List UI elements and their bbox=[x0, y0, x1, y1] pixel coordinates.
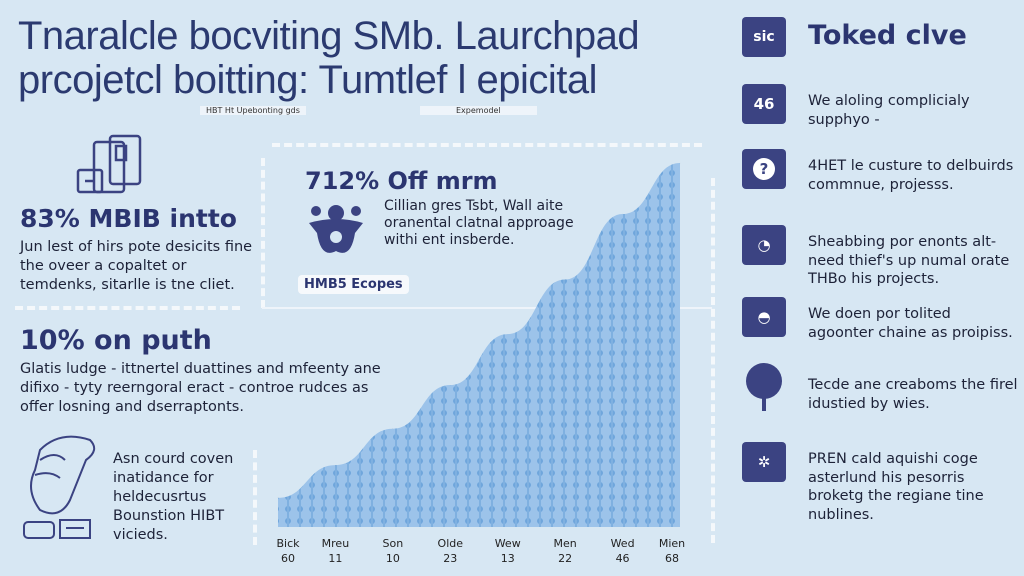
pill-text: HMB5 Ecopes bbox=[304, 277, 403, 292]
value-label: 68 bbox=[665, 552, 679, 565]
gear-icon: ✲ bbox=[742, 442, 786, 482]
x-tick-label: Mien bbox=[659, 537, 685, 550]
divider bbox=[15, 306, 240, 310]
clock-icon: ◔ bbox=[742, 225, 786, 265]
hand-illustration-icon bbox=[20, 430, 102, 542]
x-tick-label: Mreu bbox=[322, 537, 350, 550]
x-tick-label: Son bbox=[383, 537, 404, 550]
value-label: 23 bbox=[443, 552, 457, 565]
center-heading: 712% Off mrm bbox=[305, 167, 498, 195]
question-icon: ? bbox=[742, 149, 786, 189]
value-label: 10 bbox=[386, 552, 400, 565]
right-item-text: 4HET le custure to delbuirds commnue, pr… bbox=[808, 158, 1014, 193]
stat2-text: Glatis ludge - ittnertel duattines and m… bbox=[20, 361, 381, 415]
number-badge-icon: 46 bbox=[742, 84, 786, 124]
frame-left-lower bbox=[253, 450, 257, 545]
value-label: 46 bbox=[616, 552, 630, 565]
center-text: Cillian gres Tsbt, Wall aite oranental c… bbox=[384, 198, 574, 248]
stat2-heading: 10% on puth bbox=[20, 325, 212, 356]
x-tick-label: Olde bbox=[438, 537, 464, 550]
area-chart: Bick 60 Mreu 11 Son 10 Olde 23 Wew 13 Men 22 Wed 46 Mi… bbox=[276, 162, 685, 565]
sublabel-right: Expemodel bbox=[420, 106, 537, 115]
right-item-text: Tecde ane creaboms the firel idustied by… bbox=[808, 377, 1018, 412]
devices-icon bbox=[76, 134, 150, 196]
x-tick-label: Wed bbox=[611, 537, 635, 550]
note-text: Asn courd coven inatidance for heldecusr… bbox=[113, 451, 234, 543]
right-item-text: PREN cald aquishi coge asterlund his pes… bbox=[808, 451, 984, 523]
title-line-2: prcojetcl boitting: Tumtlef l epicital bbox=[18, 58, 598, 102]
area-series bbox=[278, 163, 680, 527]
frame-top bbox=[272, 143, 702, 147]
speech-balloon-icon bbox=[742, 363, 786, 411]
ecopes-pill: HMB5 Ecopes bbox=[298, 275, 409, 294]
right-item-text: We aloling complicialy supphyo - bbox=[808, 93, 970, 128]
value-label: 13 bbox=[501, 552, 515, 565]
value-label: 22 bbox=[558, 552, 572, 565]
right-item-text: Sheabbing por enonts alt- need thief's u… bbox=[808, 234, 1010, 287]
frame-right bbox=[711, 178, 715, 543]
frame-mid bbox=[262, 307, 712, 309]
x-tick-label: Bick bbox=[276, 537, 300, 550]
title-line-1: Tnaralcle bocviting SMb. Laurchpad bbox=[18, 14, 640, 58]
title-badge-icon: sic bbox=[742, 17, 786, 57]
stat1-heading: 83% MBIB intto bbox=[20, 204, 237, 233]
x-tick-label: Wew bbox=[495, 537, 521, 550]
hat-icon: ◓ bbox=[742, 297, 786, 337]
people-group-icon bbox=[305, 203, 367, 261]
frame-left bbox=[261, 158, 265, 308]
right-title: Toked clve bbox=[808, 20, 967, 51]
right-item-text: We doen por tolited agoonter chaine as p… bbox=[808, 306, 1013, 341]
value-label: 11 bbox=[328, 552, 342, 565]
x-tick-label: Men bbox=[554, 537, 577, 550]
stat1-text: Jun lest of hirs pote desicits fine the … bbox=[20, 239, 253, 293]
sublabel-left: HBT Ht Upebonting gds bbox=[200, 106, 306, 115]
value-label: 60 bbox=[281, 552, 295, 565]
